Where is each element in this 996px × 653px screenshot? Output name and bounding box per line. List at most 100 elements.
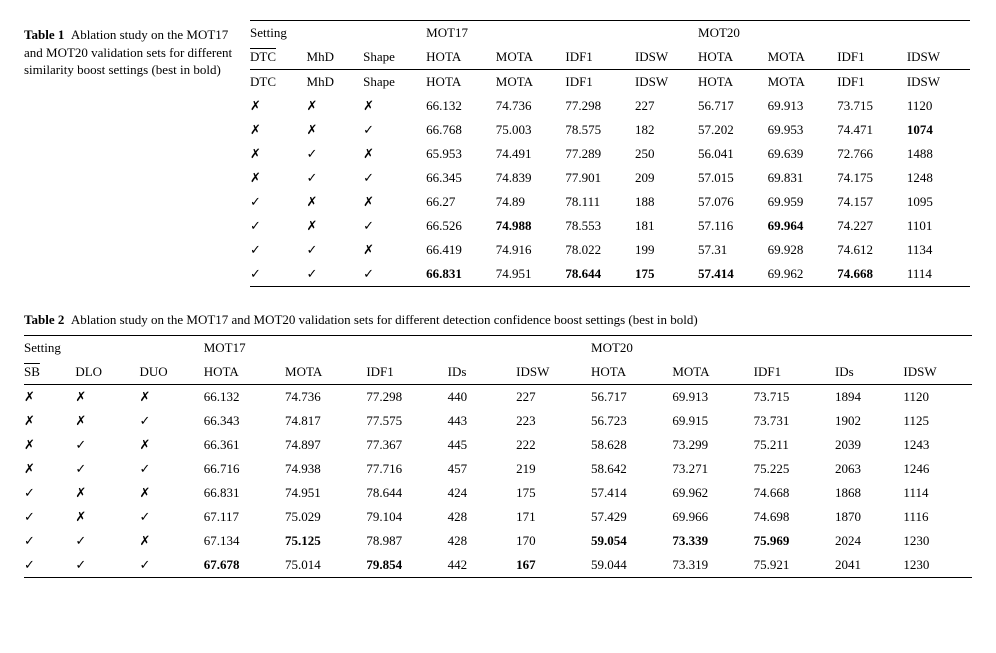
cross-icon: ✗ xyxy=(24,437,35,452)
t1-cell: ✓ xyxy=(250,190,307,214)
t1-rh-c6: IDF1 xyxy=(565,70,635,95)
check-icon: ✓ xyxy=(307,146,318,161)
t2-cell: 78.644 xyxy=(366,481,447,505)
t2-cell: ✓ xyxy=(140,409,204,433)
t1-cell: 74.668 xyxy=(837,262,907,287)
t2-cell: 77.575 xyxy=(366,409,447,433)
t1-rh-c10: IDF1 xyxy=(837,70,907,95)
t1-cell: 74.612 xyxy=(837,238,907,262)
t2-cell: 75.921 xyxy=(754,553,835,578)
t1-cell: 57.414 xyxy=(698,262,768,287)
t2-cell: 73.319 xyxy=(672,553,753,578)
t1-sh-c3: Shape xyxy=(363,45,426,70)
t1-cell: ✗ xyxy=(363,142,426,166)
t1-cell: 1120 xyxy=(907,94,970,118)
t1-cell: 73.715 xyxy=(837,94,907,118)
t2-cell: 1868 xyxy=(835,481,903,505)
t1-cell: 56.717 xyxy=(698,94,768,118)
t1-cell: 77.298 xyxy=(565,94,635,118)
check-icon: ✓ xyxy=(363,266,374,281)
cross-icon: ✗ xyxy=(75,389,86,404)
t2-cell: 74.817 xyxy=(285,409,366,433)
t2-cell: 74.951 xyxy=(285,481,366,505)
table-row: ✓✓✓67.67875.01479.85444216759.04473.3197… xyxy=(24,553,972,578)
check-icon: ✓ xyxy=(363,122,374,137)
t1-rh-c9: MOTA xyxy=(768,70,838,95)
t2-cell: ✗ xyxy=(24,433,75,457)
t1-rh-c11: IDSW xyxy=(907,70,970,95)
cross-icon: ✗ xyxy=(307,122,318,137)
t1-rh-c7: IDSW xyxy=(635,70,698,95)
t1-cell: ✗ xyxy=(250,94,307,118)
t1-cell: ✓ xyxy=(307,262,364,287)
t1-cell: ✗ xyxy=(363,94,426,118)
table-row: ✓✓✓66.83174.95178.64417557.41469.96274.6… xyxy=(250,262,970,287)
t2-cell: ✓ xyxy=(24,505,75,529)
check-icon: ✓ xyxy=(140,509,151,524)
t2-cell: 73.339 xyxy=(672,529,753,553)
t1-cell: ✓ xyxy=(363,166,426,190)
t1-cell: 227 xyxy=(635,94,698,118)
t2-sh-c8: IDSW xyxy=(516,360,591,385)
t2-cell: 73.299 xyxy=(672,433,753,457)
t1-cell: 78.644 xyxy=(565,262,635,287)
t2-cell: ✓ xyxy=(24,529,75,553)
t1-cell: 56.041 xyxy=(698,142,768,166)
t2-cell: 67.117 xyxy=(204,505,285,529)
t1-cell: 1101 xyxy=(907,214,970,238)
check-icon: ✓ xyxy=(307,266,318,281)
t1-cell: ✓ xyxy=(250,214,307,238)
t2-cell: 75.029 xyxy=(285,505,366,529)
t2-cell: 66.831 xyxy=(204,481,285,505)
table-row: ✗✗✓66.34374.81777.57544322356.72369.9157… xyxy=(24,409,972,433)
t1-cell: 74.491 xyxy=(496,142,566,166)
check-icon: ✓ xyxy=(75,533,86,548)
table1-caption-label: Table 1 xyxy=(24,27,64,42)
t1-group-setting: Setting xyxy=(250,21,307,46)
check-icon: ✓ xyxy=(75,461,86,476)
t2-cell: ✗ xyxy=(24,409,75,433)
t2-cell: 1230 xyxy=(903,553,972,578)
t1-sh-c2: MhD xyxy=(307,45,364,70)
table-row: ✓✗✓67.11775.02979.10442817157.42969.9667… xyxy=(24,505,972,529)
t2-group-mot20: MOT20 xyxy=(591,335,672,360)
t2-cell: ✓ xyxy=(140,553,204,578)
check-icon: ✓ xyxy=(363,218,374,233)
t1-cell: 69.962 xyxy=(768,262,838,287)
cross-icon: ✗ xyxy=(363,242,374,257)
t1-cell: 74.916 xyxy=(496,238,566,262)
t1-cell: 209 xyxy=(635,166,698,190)
t2-sh-c4: HOTA xyxy=(204,360,285,385)
check-icon: ✓ xyxy=(24,509,35,524)
t1-cell: 74.89 xyxy=(496,190,566,214)
t1-sh-c7: IDSW xyxy=(635,45,698,70)
t1-cell: 69.959 xyxy=(768,190,838,214)
check-icon: ✓ xyxy=(24,533,35,548)
t2-cell: 69.913 xyxy=(672,384,753,409)
t2-cell: 79.854 xyxy=(366,553,447,578)
t1-cell: 74.175 xyxy=(837,166,907,190)
t1-cell: 78.575 xyxy=(565,118,635,142)
cross-icon: ✗ xyxy=(307,194,318,209)
t1-sh-c8: HOTA xyxy=(698,45,768,70)
table2-caption-text: Ablation study on the MOT17 and MOT20 va… xyxy=(64,312,697,327)
t1-cell: 175 xyxy=(635,262,698,287)
t2-cell: 167 xyxy=(516,553,591,578)
t1-cell: 78.553 xyxy=(565,214,635,238)
t1-cell: 57.015 xyxy=(698,166,768,190)
t2-cell: 75.014 xyxy=(285,553,366,578)
t2-cell: 78.987 xyxy=(366,529,447,553)
t2-cell: 69.966 xyxy=(672,505,753,529)
t1-rh-c3: Shape xyxy=(363,70,426,95)
t1-sh-c4: HOTA xyxy=(426,45,496,70)
t1-rh-c5: MOTA xyxy=(496,70,566,95)
t1-cell: 69.913 xyxy=(768,94,838,118)
table1-subheader: DTC MhD Shape HOTA MOTA IDF1 IDSW HOTA M… xyxy=(250,45,970,70)
t1-group-mot20: MOT20 xyxy=(698,21,768,46)
t2-cell: ✓ xyxy=(140,505,204,529)
t1-cell: 74.227 xyxy=(837,214,907,238)
t2-cell: 77.298 xyxy=(366,384,447,409)
t1-cell: 74.951 xyxy=(496,262,566,287)
check-icon: ✓ xyxy=(363,170,374,185)
table2-group-header: Setting MOT17 MOT20 xyxy=(24,335,972,360)
